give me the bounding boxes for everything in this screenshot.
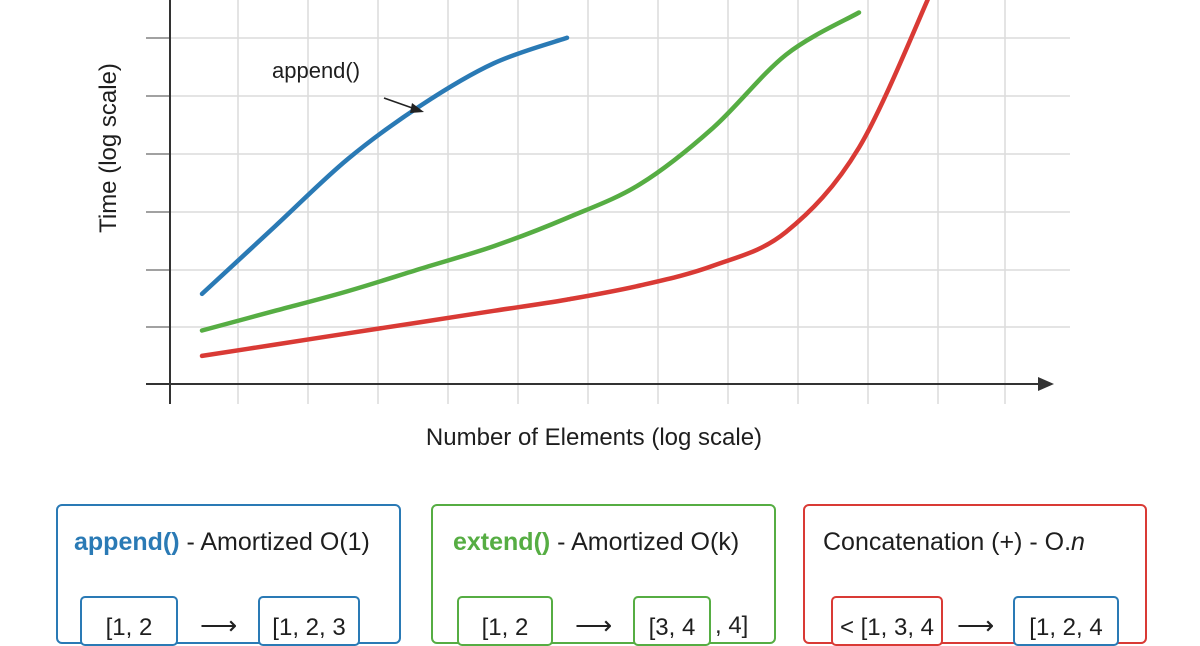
x-axis-label: Number of Elements (log scale) xyxy=(426,424,762,451)
extend-tail-text: , 4] xyxy=(715,612,749,639)
line-chart: append() Time (log scale) Number of Elem… xyxy=(95,0,1070,451)
concatenation-before-chip: < [1, 3, 4 xyxy=(831,596,943,646)
append-card: append() - Amortized O(1) [1, 2 ⟶ [1, 2,… xyxy=(56,504,401,646)
extend-complexity-label: - Amortized O(k) xyxy=(550,528,740,556)
extend-card: extend() - Amortized O(k) [1, 2 ⟶ [3, 4 … xyxy=(431,504,776,646)
annotation-append-label: append() xyxy=(272,58,360,83)
extend-card-title: extend() - Amortized O(k) xyxy=(453,528,739,557)
append-card-title: append() - Amortized O(1) xyxy=(74,528,370,557)
annotation-arrowhead xyxy=(410,103,424,113)
concatenation-arrow-icon: ⟶ xyxy=(957,610,995,640)
concatenation-card-title: Concatenation (+) - O.n xyxy=(823,528,1085,557)
extend-arrow-icon: ⟶ xyxy=(575,610,613,640)
series-layer xyxy=(199,0,930,359)
grid xyxy=(146,0,1070,404)
extend-before-chip: [1, 2 xyxy=(457,596,553,646)
x-axis-arrowhead xyxy=(1038,377,1054,391)
append-series-line xyxy=(199,35,570,297)
append-fn-label: append() xyxy=(74,528,180,556)
append-complexity-label: - Amortized O(1) xyxy=(179,528,370,556)
concatenation-card: Concatenation (+) - O.n < [1, 3, 4 ⟶ [1,… xyxy=(803,504,1147,646)
append-after-chip: [1, 2, 3 xyxy=(258,596,360,646)
extend-fn-label: extend() xyxy=(453,528,551,556)
extend-series-line xyxy=(199,10,862,333)
concatenation-after-chip: [1, 2, 4 xyxy=(1013,596,1119,646)
append-arrow-icon: ⟶ xyxy=(200,610,238,640)
y-axis-label: Time (log scale) xyxy=(95,63,122,233)
append-before-chip: [1, 2 xyxy=(80,596,178,646)
concatenation-title-text: Concatenation (+) - O. xyxy=(823,528,1072,556)
extend-after-chip: [3, 4 xyxy=(633,596,711,646)
concatenation-series-line xyxy=(199,0,930,359)
concatenation-title-n: n xyxy=(1071,528,1085,556)
